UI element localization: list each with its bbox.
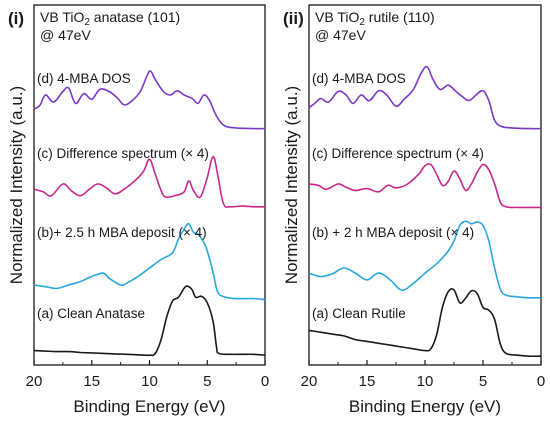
series-label: (a) Clean Anatase bbox=[37, 306, 145, 321]
series-label: (d) 4-MBA DOS bbox=[312, 71, 406, 86]
series-label: (c) Difference spectrum (× 4) bbox=[37, 146, 209, 161]
x-tick-label: 5 bbox=[203, 373, 211, 390]
x-tick-label: 0 bbox=[537, 373, 545, 390]
series-line bbox=[33, 70, 266, 130]
x-axis-label: Binding Energy (eV) bbox=[349, 397, 501, 416]
panel-rutile: (ii) VB TiO2 rutile (110)@ 47eV 20 15 10 5 0 Bi… bbox=[282, 4, 545, 416]
chart-subtitle: @ 47eV bbox=[315, 27, 366, 43]
series-label: (c) Difference spectrum (× 4) bbox=[312, 146, 484, 161]
x-tick-label: 10 bbox=[417, 373, 434, 390]
chart-title: VB TiO2 anatase (101) bbox=[40, 9, 180, 28]
panel-label: (i) bbox=[8, 9, 24, 28]
series-label: (d) 4-MBA DOS bbox=[37, 71, 131, 86]
x-tick-label: 15 bbox=[359, 373, 376, 390]
series-label: (b) + 2 h MBA deposit (× 4) bbox=[312, 225, 474, 240]
series-line bbox=[33, 285, 266, 357]
chart-title: VB TiO2 rutile (110) bbox=[315, 9, 435, 28]
series-line bbox=[308, 220, 542, 299]
series-label: (b)+ 2.5 h MBA deposit (× 4) bbox=[37, 225, 207, 240]
series-line bbox=[33, 222, 266, 301]
series-label: (a) Clean Rutile bbox=[312, 306, 406, 321]
x-tick-label: 20 bbox=[26, 373, 43, 390]
x-tick-label: 0 bbox=[261, 373, 269, 390]
y-axis-label: Normalized Intensity (a.u.) bbox=[282, 86, 301, 284]
x-tick-label: 10 bbox=[141, 373, 158, 390]
series-line bbox=[33, 155, 266, 208]
x-axis-label: Binding Energy (eV) bbox=[73, 397, 225, 416]
y-axis-label: Normalized Intensity (a.u.) bbox=[7, 86, 26, 284]
x-tick-label: 15 bbox=[83, 373, 100, 390]
chart-subtitle: @ 47eV bbox=[40, 27, 91, 43]
panel-anatase: (i) VB TiO2 anatase (101)@ 47eV 20 15 10 5 0 Bi… bbox=[7, 4, 269, 416]
series-line bbox=[308, 287, 542, 358]
series-line bbox=[308, 163, 541, 209]
x-tick-label: 5 bbox=[479, 373, 487, 390]
x-tick-label: 20 bbox=[301, 373, 318, 390]
panel-label: (ii) bbox=[283, 9, 304, 28]
series-line bbox=[308, 65, 542, 130]
